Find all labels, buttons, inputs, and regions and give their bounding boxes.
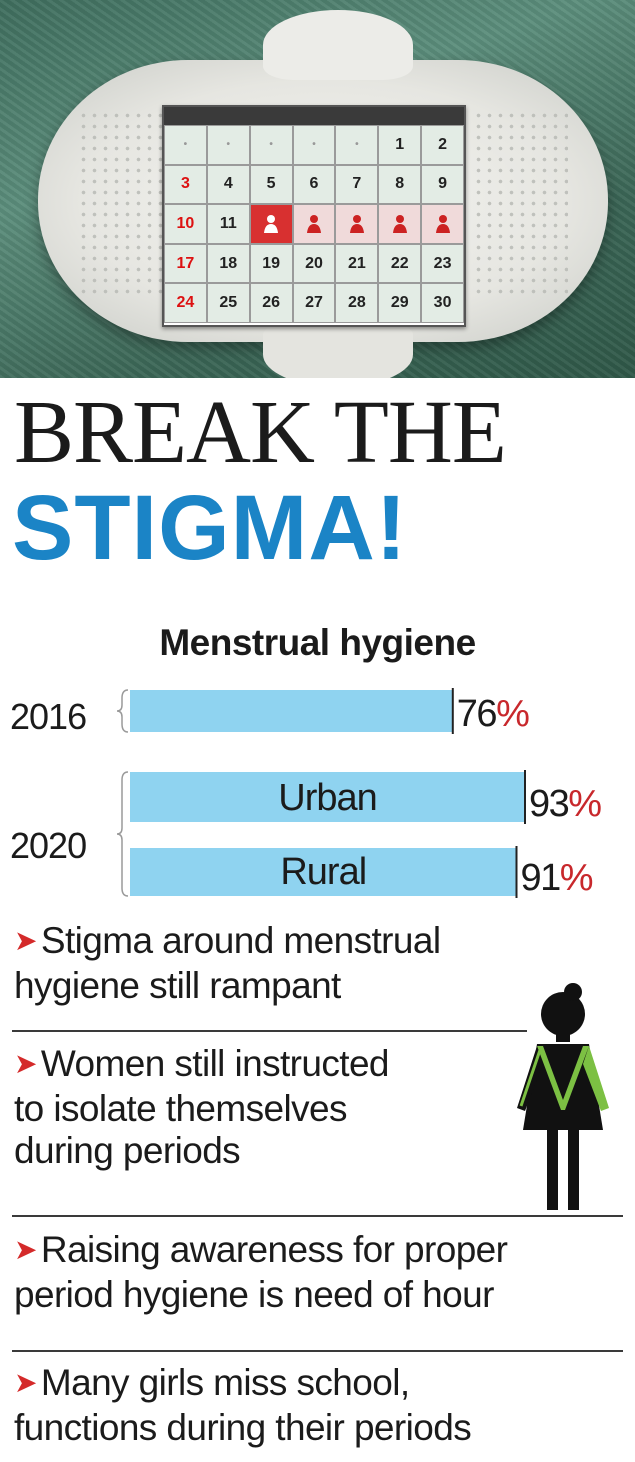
calendar-day: 6 <box>292 164 336 205</box>
bullet-text: to isolate themselves <box>14 1088 348 1129</box>
bar <box>130 848 517 896</box>
calendar-day: 1 <box>378 125 422 165</box>
calendar-day: 29 <box>378 283 422 323</box>
calendar-day: 7 <box>335 164 379 205</box>
woman-icon <box>335 204 379 244</box>
woman-figure-icon <box>517 983 609 1210</box>
woman-icon <box>249 204 293 244</box>
calendar-day: 10 <box>164 204 207 244</box>
calendar-day: • <box>292 125 336 165</box>
bullet-line: ➤ Women still instructed <box>14 1043 390 1088</box>
calendar-day: 11 <box>206 204 250 244</box>
bullet-text: functions during their periods <box>14 1407 472 1448</box>
calendar-day: 27 <box>292 283 336 323</box>
calendar-day: 2 <box>421 125 464 165</box>
calendar-day: 8 <box>378 164 422 205</box>
hygiene-bar-chart: 2016 76% 2020 Urban 93% Rural 91% <box>10 688 603 899</box>
bar-value-label: 76% <box>457 693 529 735</box>
bullet-line: ➤ Raising awareness for proper <box>14 1229 508 1274</box>
bullet-text: Raising awareness for proper <box>40 1229 508 1270</box>
bar <box>130 772 525 822</box>
divider <box>12 1350 623 1352</box>
divider <box>12 1215 623 1217</box>
divider <box>12 1030 527 1032</box>
bar-category-label: Urban <box>278 777 377 819</box>
bullet-line: ➤ Many girls miss school, <box>14 1362 471 1407</box>
woman-icon <box>292 204 336 244</box>
calendar-day: 9 <box>421 164 464 205</box>
bullet-item: ➤ Many girls miss school, functions during… <box>14 1362 472 1449</box>
woman-icon <box>421 204 464 244</box>
headline-line-2: STIGMA! <box>12 477 408 579</box>
bullet-line: ➤ Stigma around menstrual <box>14 920 441 965</box>
calendar-day: 20 <box>292 243 336 284</box>
calendar-day: 3 <box>164 164 207 205</box>
header-photo: • • • • • 1 2 3 4 5 6 7 8 9 10 11 17 18 19 20 21 22 23 24 25 26 27… <box>0 0 635 378</box>
bullet-text: hygiene still rampant <box>14 965 341 1006</box>
bullet-line: hygiene still rampant <box>14 965 440 1007</box>
arrow-bullet-icon: ➤ <box>14 1234 37 1265</box>
bullet-text: Many girls miss school, <box>40 1362 410 1403</box>
calendar-day: 4 <box>206 164 250 205</box>
calendar-day: 24 <box>164 283 207 323</box>
chart-title: Menstrual hygiene <box>159 622 476 663</box>
calendar-day: 30 <box>421 283 464 323</box>
headline-line-1: BREAK THE <box>14 383 507 482</box>
bullet-line: functions during their periods <box>14 1407 472 1449</box>
bar-value-label: 93% <box>529 783 601 825</box>
calendar-day: 17 <box>164 243 207 284</box>
woman-icon <box>378 204 422 244</box>
calendar-day: • <box>335 125 379 165</box>
bar-category-label: Rural <box>280 851 366 893</box>
calendar-grid: • • • • • 1 2 3 4 5 6 7 8 9 10 11 17 18 19 20 21 22 23 24 25 26 27… <box>164 125 464 323</box>
calendar-day: 21 <box>335 243 379 284</box>
bullet-item: ➤ Raising awareness for proper period hygi… <box>14 1229 508 1316</box>
year-label: 2020 <box>10 825 86 866</box>
year-brace <box>116 771 129 897</box>
calendar-day: 25 <box>206 283 250 323</box>
bullet-text: period hygiene is need of hour <box>14 1274 494 1315</box>
calendar-day: 28 <box>335 283 379 323</box>
arrow-bullet-icon: ➤ <box>14 1048 37 1079</box>
calendar-day: • <box>206 125 250 165</box>
calendar-day: 5 <box>249 164 293 205</box>
bullet-line: to isolate themselves <box>14 1088 389 1130</box>
bullet-text: during periods <box>14 1130 241 1171</box>
bar <box>130 690 453 732</box>
bullet-item: ➤ Stigma around menstrual hygiene still ra… <box>14 920 441 1007</box>
calendar-day: 26 <box>249 283 293 323</box>
calendar-day: 18 <box>206 243 250 284</box>
arrow-bullet-icon: ➤ <box>14 925 37 956</box>
arrow-bullet-icon: ➤ <box>14 1367 37 1398</box>
bullet-item: ➤ Women still instructed to isolate themse… <box>14 1043 390 1172</box>
calendar-day: 23 <box>421 243 464 284</box>
calendar-day: • <box>164 125 207 165</box>
calendar-illustration: • • • • • 1 2 3 4 5 6 7 8 9 10 11 17 18 19 20 21 22 23 24 25 26 27… <box>162 105 466 327</box>
year-brace <box>116 689 129 733</box>
bullet-text: Stigma around menstrual <box>40 920 441 961</box>
calendar-day: 19 <box>249 243 293 284</box>
year-label: 2016 <box>10 696 86 737</box>
bullet-text: Women still instructed <box>40 1043 390 1084</box>
bullet-line: during periods <box>14 1130 389 1172</box>
bar-value-label: 91% <box>521 857 593 899</box>
calendar-day: • <box>249 125 293 165</box>
calendar-day: 22 <box>378 243 422 284</box>
bullet-line: period hygiene is need of hour <box>14 1274 507 1316</box>
